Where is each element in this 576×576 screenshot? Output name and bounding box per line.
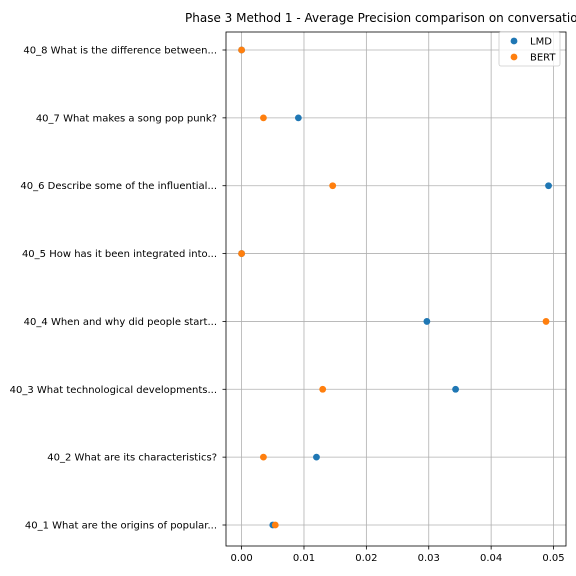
data-points xyxy=(238,46,552,529)
y-tick-label: 40_4 When and why did people start... xyxy=(24,317,217,328)
y-tick-label: 40_1 What are the origins of popular... xyxy=(25,521,217,532)
y-tick-label: 40_7 What makes a song pop punk? xyxy=(36,113,217,124)
point-lmd xyxy=(545,182,552,190)
point-bert xyxy=(238,46,245,54)
legend: LMD BERT xyxy=(498,31,561,67)
y-tick-label: 40_8 What is the difference between... xyxy=(23,46,217,57)
legend-marker xyxy=(510,53,518,61)
point-bert xyxy=(329,182,337,190)
x-tick-label: 0.02 xyxy=(355,553,377,564)
x-tick-label: 0.05 xyxy=(542,553,564,564)
x-tick-label: 0.04 xyxy=(480,553,502,564)
legend-label: BERT xyxy=(530,53,556,64)
legend-marker xyxy=(510,37,518,45)
y-axis: 40_1 What are the origins of popular... 4… xyxy=(10,46,226,532)
point-lmd xyxy=(423,318,431,325)
point-bert xyxy=(271,521,279,529)
point-bert xyxy=(238,250,245,257)
point-bert xyxy=(542,318,550,325)
grid-layer xyxy=(226,32,566,546)
plot-frame xyxy=(225,31,567,547)
x-tick-label: 0.03 xyxy=(418,553,440,564)
x-tick-label: 0.01 xyxy=(293,553,315,564)
y-tick-label: 40_5 How has it been integrated into... xyxy=(22,249,217,260)
point-bert xyxy=(260,453,267,461)
x-axis: 0.00 0.01 0.02 0.03 0.04 0.05 xyxy=(230,546,565,564)
y-tick-label: 40_2 What are its characteristics? xyxy=(47,453,217,464)
point-bert xyxy=(260,114,267,122)
point-bert xyxy=(319,385,327,393)
legend-label: LMD xyxy=(530,37,552,48)
y-tick-label: 40_3 What technological developments... xyxy=(10,385,217,396)
point-lmd xyxy=(313,453,320,461)
y-tick-label: 40_6 Describe some of the influential... xyxy=(20,181,217,192)
x-tick-label: 0.00 xyxy=(230,553,252,564)
chart-title: Phase 3 Method 1 - Average Precision com… xyxy=(185,11,576,25)
point-lmd xyxy=(452,385,459,393)
point-lmd xyxy=(294,114,302,122)
